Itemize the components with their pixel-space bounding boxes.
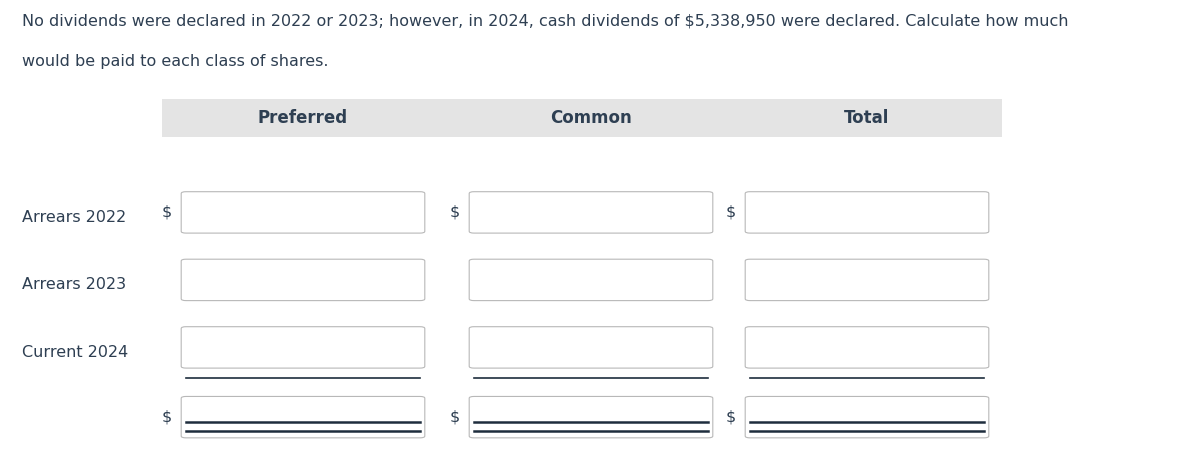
FancyBboxPatch shape bbox=[181, 192, 425, 233]
Text: $: $ bbox=[725, 205, 736, 220]
Text: Total: Total bbox=[845, 109, 889, 127]
FancyBboxPatch shape bbox=[181, 327, 425, 368]
Text: Current 2024: Current 2024 bbox=[22, 345, 128, 360]
FancyBboxPatch shape bbox=[745, 192, 989, 233]
FancyBboxPatch shape bbox=[745, 259, 989, 301]
Bar bbox=[162, 99, 1002, 137]
Text: Arrears 2022: Arrears 2022 bbox=[22, 210, 126, 225]
FancyBboxPatch shape bbox=[469, 396, 713, 438]
Text: $: $ bbox=[161, 205, 172, 220]
FancyBboxPatch shape bbox=[181, 396, 425, 438]
FancyBboxPatch shape bbox=[469, 259, 713, 301]
Text: $: $ bbox=[725, 410, 736, 425]
Text: $: $ bbox=[449, 205, 460, 220]
Text: Arrears 2023: Arrears 2023 bbox=[22, 277, 126, 292]
Text: would be paid to each class of shares.: would be paid to each class of shares. bbox=[22, 54, 328, 69]
Text: No dividends were declared in 2022 or 2023; however, in 2024, cash dividends of : No dividends were declared in 2022 or 20… bbox=[22, 14, 1068, 28]
Text: Preferred: Preferred bbox=[258, 109, 348, 127]
Text: $: $ bbox=[161, 410, 172, 425]
Text: $: $ bbox=[449, 410, 460, 425]
FancyBboxPatch shape bbox=[745, 396, 989, 438]
FancyBboxPatch shape bbox=[181, 259, 425, 301]
FancyBboxPatch shape bbox=[745, 327, 989, 368]
FancyBboxPatch shape bbox=[469, 327, 713, 368]
Text: Common: Common bbox=[550, 109, 632, 127]
FancyBboxPatch shape bbox=[469, 192, 713, 233]
